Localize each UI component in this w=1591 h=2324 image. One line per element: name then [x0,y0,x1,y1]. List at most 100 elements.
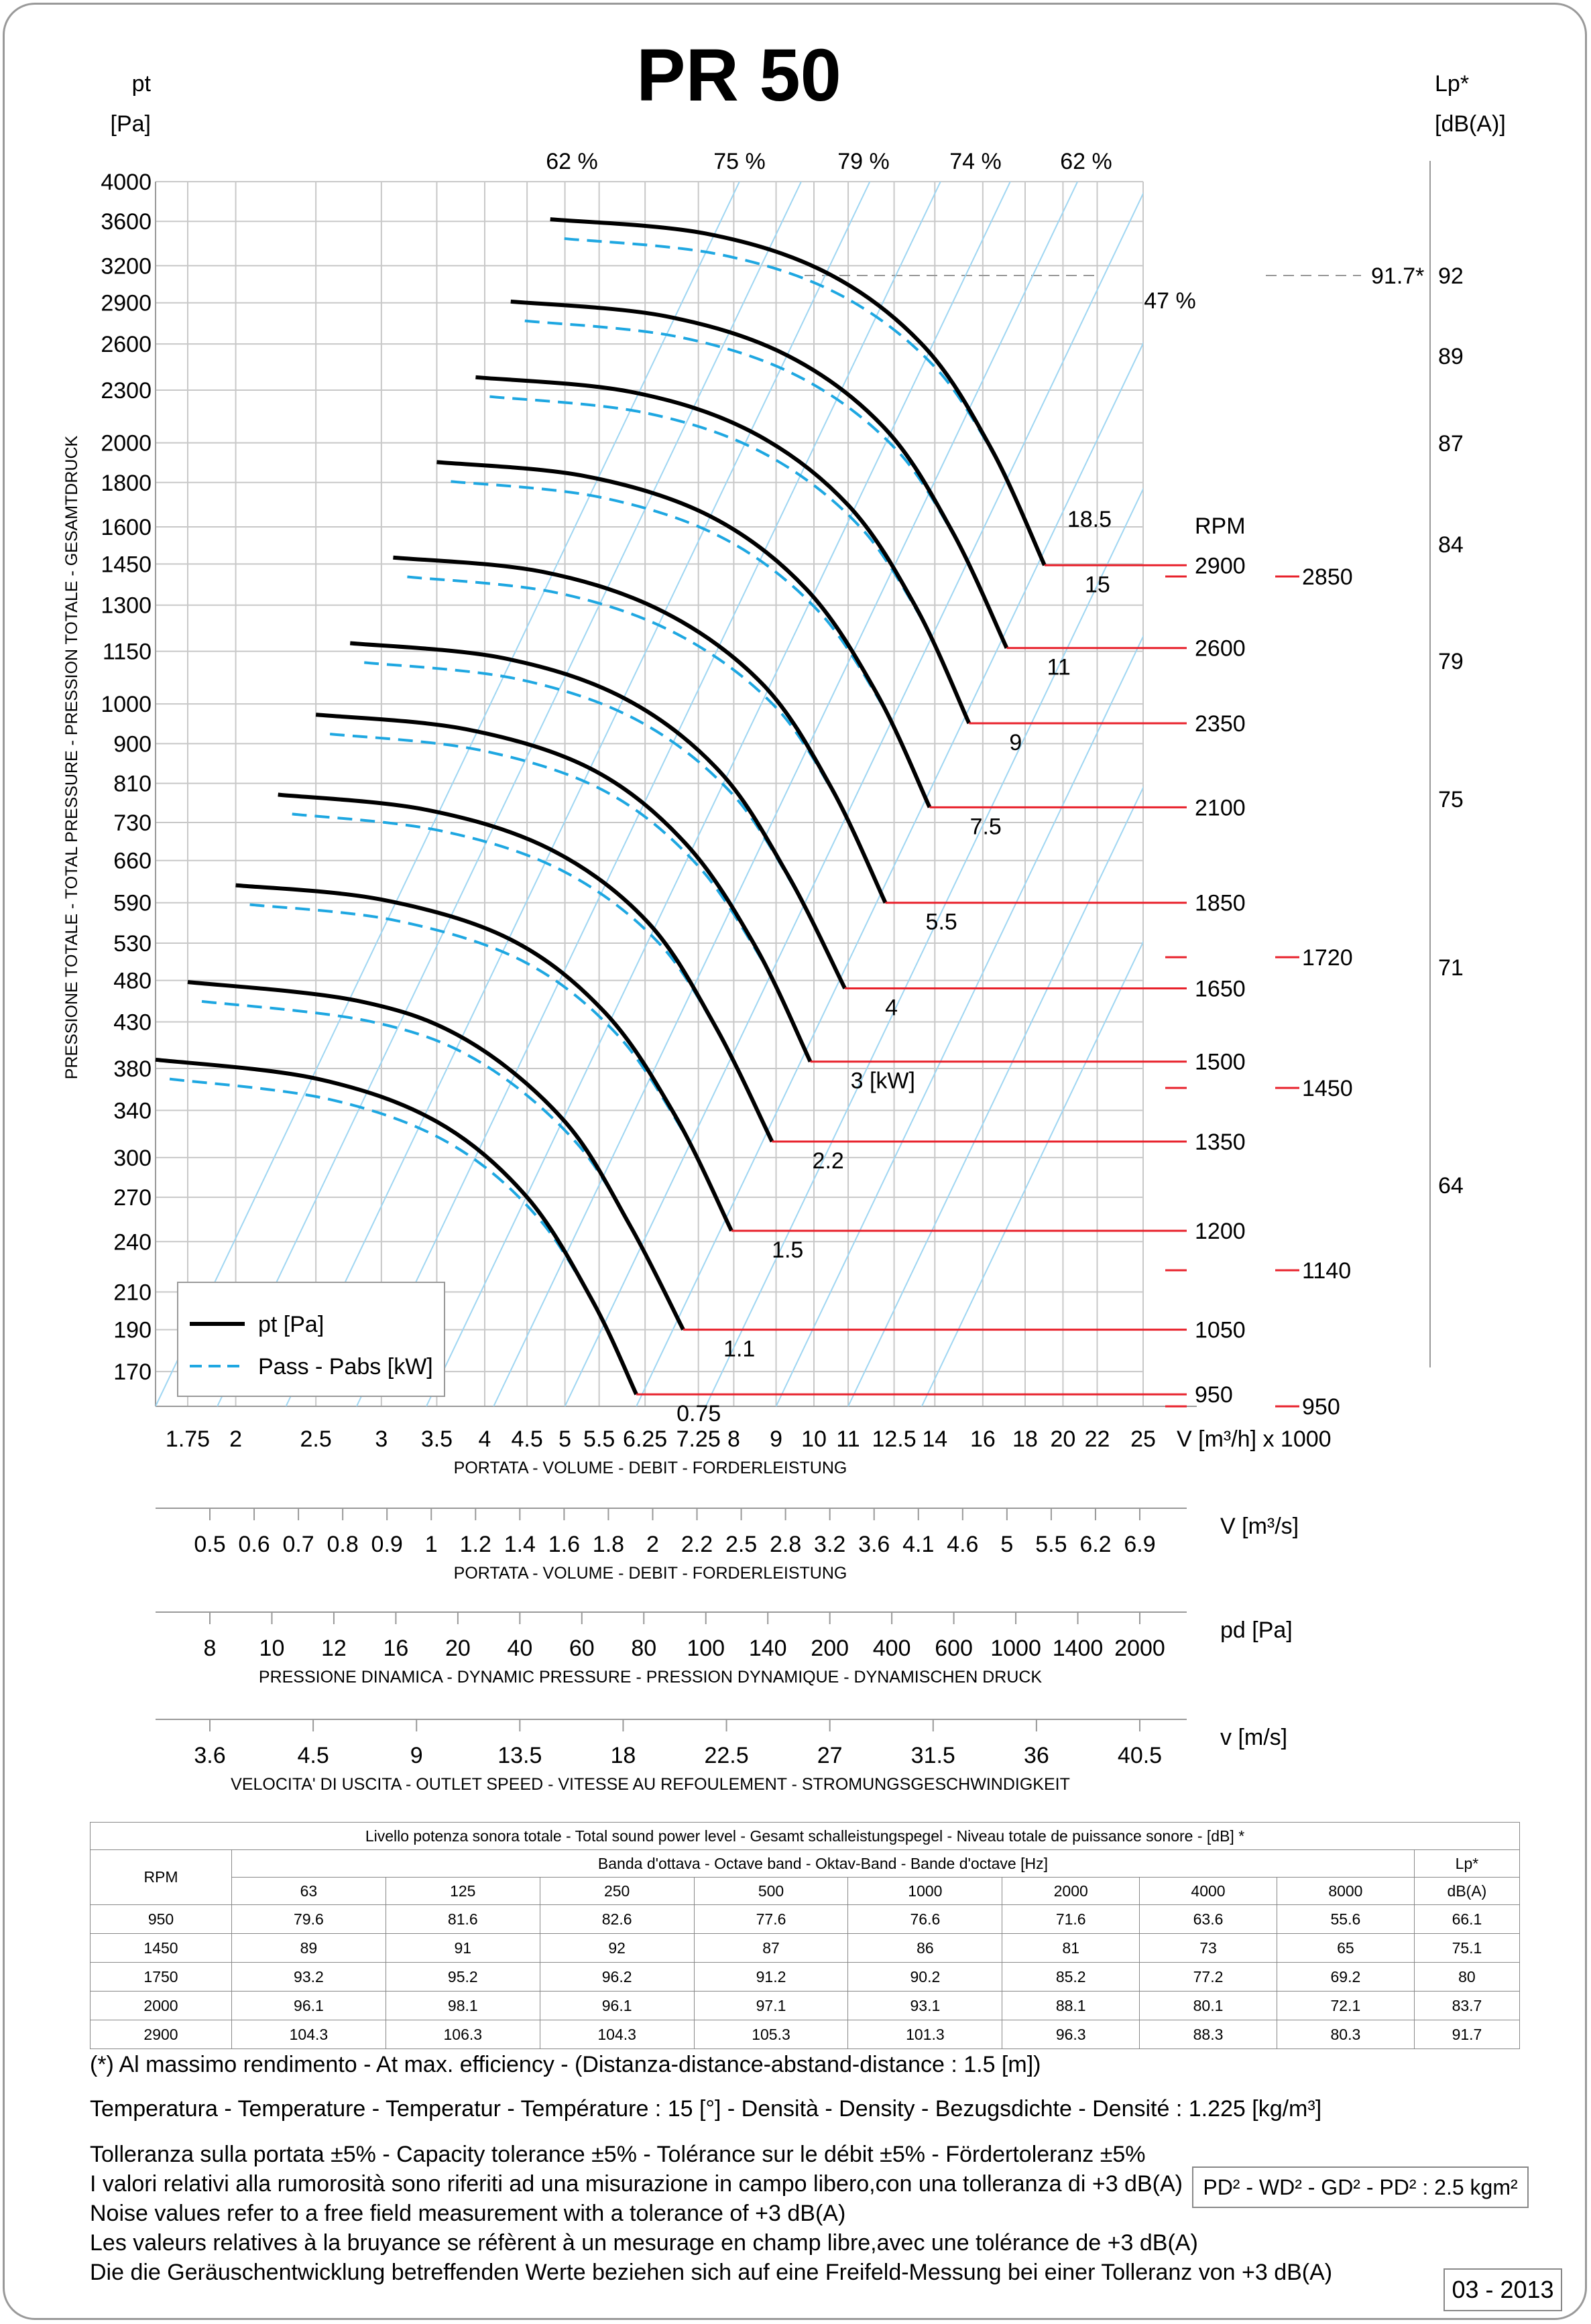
x-tick-label: 2 [229,1426,242,1452]
lp-tick-label: 87 [1438,431,1464,456]
band-value: 76.6 [847,1904,1003,1934]
power-label: 1.1 [723,1337,755,1362]
row-lp: 80 [1413,1962,1521,1992]
power-curve [524,319,968,558]
band-value: 71.6 [1002,1904,1140,1934]
speed-curves [155,217,1047,1396]
x-axis-label: V [m³/h] x 1000 [1177,1426,1332,1452]
row-lp: 91.7 [1413,2020,1521,2049]
y-tick-label: 340 [113,1099,152,1124]
y-tick-label: 190 [113,1318,152,1343]
lp-tick-label: 89 [1438,344,1464,369]
band-value: 81.6 [385,1904,540,1934]
x-tick-label: 4.5 [511,1426,542,1452]
y-tick-label: 2600 [101,332,152,357]
band-value: 77.2 [1139,1962,1277,1992]
chart-grid [155,161,1431,1407]
band-value: 92 [539,1933,695,1963]
scale-tick-label: 0.5 [194,1532,225,1557]
scale-tick-label: 100 [687,1636,725,1661]
table-band-row: RPM Banda d'ottava - Octave band - Oktav-… [90,1849,1521,1905]
y-tick-label: 270 [113,1185,152,1211]
power-label: 18.5 [1067,507,1112,532]
tolerance-line: Noise values refer to a free field measu… [90,2201,846,2226]
power-curve [407,575,847,815]
y-tick-label: 1150 [103,639,152,665]
scale-tick-label: 1.2 [460,1532,491,1557]
y-tick-label: 1600 [101,515,152,540]
band-value: 85.2 [1002,1962,1140,1992]
table-freq-row: 63 125 250 500 1000 2000 4000 8000 dB(A) [91,1877,1521,1905]
scale-tick-label: 16 [383,1636,408,1661]
row-rpm: 1450 [90,1933,232,1963]
band-value: 88.1 [1002,1991,1140,2020]
legend-box [177,1282,445,1397]
row-rpm: 2900 [90,2020,232,2049]
chart-labels: 1.75 2 2.5 3 3.5 4 4.5 5 5.5 6.25 7.25 8 9 10 11 12.5 14… [62,34,1506,1477]
scale-tick-label: 2.2 [681,1532,713,1557]
scale-tick-label: 600 [935,1636,973,1661]
row-lp: 83.7 [1413,1991,1521,2020]
row-rpm: 950 [90,1904,232,1934]
y-tick-label: 430 [113,1010,152,1036]
x-tick-label: 1.75 [166,1426,210,1452]
x-tick-label: 25 [1130,1426,1156,1452]
scale-tick-label: 2.5 [725,1532,757,1557]
tolerance-line: I valori relativi alla rumorosità sono r… [90,2171,1183,2197]
band-value: 72.1 [1276,1991,1415,2020]
y-axis-side-label: PRESSIONE TOTALE - TOTAL PRESSURE - PRES… [62,435,81,1079]
scale-tick-label: 1.6 [548,1532,580,1557]
y-tick-label: 380 [113,1056,152,1082]
legend-label-pt: pt [Pa] [258,1312,324,1337]
band-value: 82.6 [539,1904,695,1934]
scale-tick-label: 4.5 [297,1743,329,1768]
y-tick-label: 1300 [101,593,152,619]
extra-rpm-label: 2850 [1302,564,1353,590]
scale-tick-label: 0.8 [327,1532,359,1557]
band-value: 79.6 [231,1904,386,1934]
power-curves [169,237,1007,1328]
speed-curve-950 [155,1057,638,1396]
efficiency-note: (*) Al massimo rendimento - At max. effi… [90,2052,1041,2077]
scale-tick-label: 0.6 [238,1532,270,1557]
band-value: 91.2 [693,1962,849,1992]
y-tick-label: 240 [113,1229,152,1255]
band-frequency: 2000 [1002,1877,1140,1905]
x-tick-label: 5.5 [583,1426,615,1452]
power-curve [169,1077,608,1328]
efficiency-label: 79 % [837,149,890,174]
tolerance-notes: Tolleranza sulla portata ±5% - Capacity … [90,2140,1332,2287]
band-frequency: 4000 [1139,1877,1277,1905]
power-curve [249,903,691,1143]
x-tick-label: 5 [558,1426,571,1452]
page-frame [3,3,1587,2320]
x-tick-label: 4 [479,1426,491,1452]
power-label: 4 [885,995,898,1021]
date-code: 03 - 2013 [1443,2268,1562,2311]
band-value: 91 [385,1933,540,1963]
band-value: 80.1 [1139,1991,1277,2020]
power-label: 7.5 [970,814,1002,839]
lp-tick-label: 79 [1438,649,1464,674]
band-frequency: 250 [539,1877,695,1905]
band-value: 89 [231,1933,386,1963]
band-header: Banda d'ottava - Octave band - Oktav-Ban… [231,1849,1415,1878]
power-label: 2.2 [813,1148,844,1174]
scale-tick-label: 40.5 [1118,1743,1162,1768]
band-frequency: 500 [693,1877,849,1905]
power-curve [364,661,803,902]
conditions-note: Temperatura - Temperature - Temperatur -… [90,2096,1322,2122]
lp-max-marker: 91.7* [1371,263,1424,289]
speed-curve-1200 [235,883,733,1232]
efficiency-label: 74 % [949,149,1002,174]
row-lp: 66.1 [1413,1904,1521,1934]
scale-sublabel: VELOCITA' DI USCITA - OUTLET SPEED - VIT… [231,1775,1070,1794]
scale-tick-label: 2.8 [770,1532,801,1557]
y-tick-label: 3200 [101,253,152,279]
x-tick-label: 9 [770,1426,782,1452]
x-tick-label: 2.5 [300,1426,332,1452]
table-row: 1450 89 91 92 87 86 81 73 65 75.1 [90,1933,1521,1963]
scale-tick-label: 400 [873,1636,911,1661]
lp-tick-label: 71 [1438,955,1464,981]
lp-tick-label: 92 [1438,263,1464,289]
